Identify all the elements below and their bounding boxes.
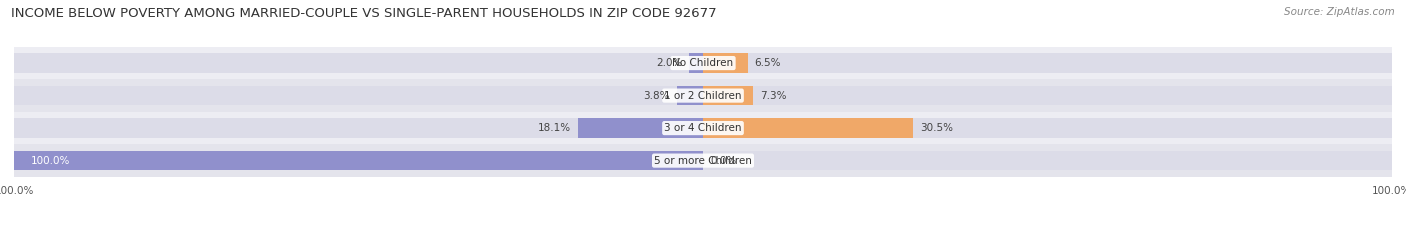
Text: 6.5%: 6.5% — [755, 58, 782, 68]
Bar — [14, 151, 703, 170]
Text: 3.8%: 3.8% — [644, 91, 669, 101]
Bar — [676, 86, 703, 105]
Bar — [14, 144, 1392, 177]
Text: 3 or 4 Children: 3 or 4 Children — [664, 123, 742, 133]
Bar — [14, 112, 1392, 144]
Bar — [703, 86, 1392, 105]
Text: 18.1%: 18.1% — [538, 123, 571, 133]
Bar — [14, 86, 703, 105]
Bar — [703, 118, 1392, 138]
Bar — [14, 53, 703, 73]
Bar — [703, 53, 1392, 73]
Bar — [703, 53, 748, 73]
Text: Source: ZipAtlas.com: Source: ZipAtlas.com — [1284, 7, 1395, 17]
Bar — [14, 47, 1392, 79]
Text: No Children: No Children — [672, 58, 734, 68]
Bar — [703, 86, 754, 105]
Text: 30.5%: 30.5% — [920, 123, 953, 133]
Text: INCOME BELOW POVERTY AMONG MARRIED-COUPLE VS SINGLE-PARENT HOUSEHOLDS IN ZIP COD: INCOME BELOW POVERTY AMONG MARRIED-COUPL… — [11, 7, 717, 20]
Bar — [14, 151, 703, 170]
Bar — [578, 118, 703, 138]
Text: 100.0%: 100.0% — [31, 156, 70, 166]
Text: 7.3%: 7.3% — [761, 91, 787, 101]
Bar — [14, 118, 703, 138]
Text: 2.0%: 2.0% — [657, 58, 682, 68]
Bar — [703, 118, 912, 138]
Text: 0.0%: 0.0% — [710, 156, 737, 166]
Bar — [14, 79, 1392, 112]
Bar — [689, 53, 703, 73]
Text: 1 or 2 Children: 1 or 2 Children — [664, 91, 742, 101]
Text: 5 or more Children: 5 or more Children — [654, 156, 752, 166]
Bar — [703, 151, 1392, 170]
